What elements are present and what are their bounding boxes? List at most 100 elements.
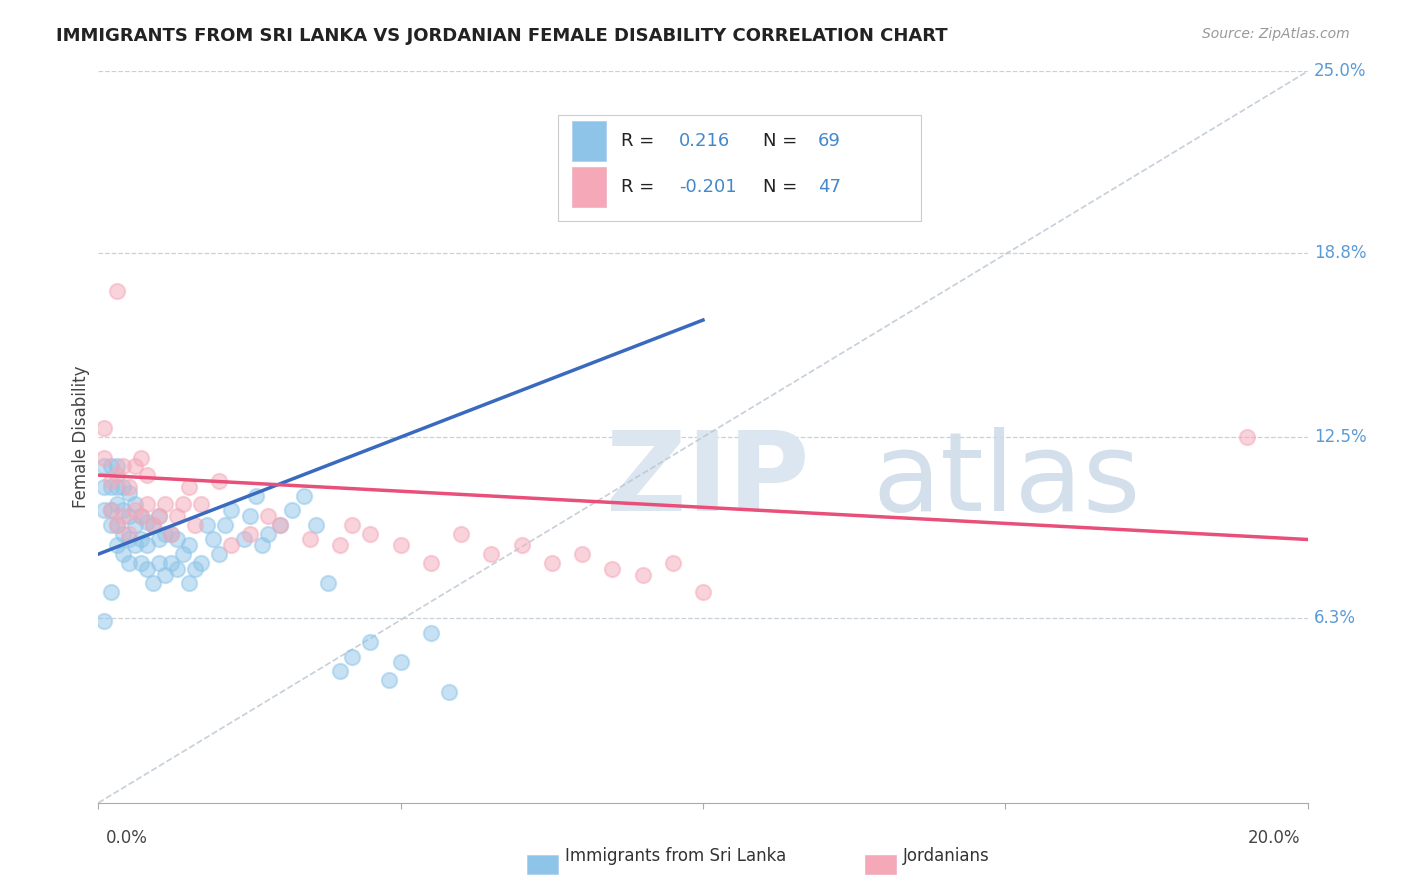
Point [481, 547, 503, 561]
Point [214, 517, 236, 532]
Point [245, 489, 267, 503]
Point [105, 517, 128, 532]
Point [105, 480, 128, 494]
Text: IMMIGRANTS FROM SRI LANKA VS JORDANIAN FEMALE DISABILITY CORRELATION CHART: IMMIGRANTS FROM SRI LANKA VS JORDANIAN F… [56, 27, 948, 45]
Point [166, 533, 188, 547]
Point [179, 538, 201, 552]
Point [179, 480, 201, 494]
Point [111, 547, 134, 561]
Point [208, 547, 231, 561]
Point [195, 517, 218, 532]
Point [269, 517, 291, 532]
Point [329, 664, 352, 678]
Point [153, 526, 176, 541]
Point [93, 450, 115, 465]
Point [190, 497, 212, 511]
Point [389, 656, 412, 670]
Point [281, 503, 304, 517]
Point [420, 626, 443, 640]
Point [184, 517, 207, 532]
Point [124, 497, 146, 511]
Point [179, 576, 201, 591]
Text: 25.0%: 25.0% [1313, 62, 1367, 80]
Point [118, 526, 141, 541]
Point [166, 562, 188, 576]
Point [100, 517, 122, 532]
Point [661, 556, 683, 570]
Text: ZIP: ZIP [606, 427, 810, 534]
Point [202, 533, 225, 547]
Point [118, 556, 141, 570]
Point [437, 684, 460, 698]
Point [118, 533, 141, 547]
Text: 18.8%: 18.8% [1313, 244, 1367, 261]
Point [135, 468, 157, 483]
Point [93, 421, 115, 435]
Point [111, 459, 134, 474]
Text: 12.5%: 12.5% [1313, 428, 1367, 446]
Point [299, 533, 322, 547]
Point [111, 526, 134, 541]
Point [316, 576, 339, 591]
Text: atlas: atlas [872, 427, 1140, 534]
Point [148, 556, 170, 570]
Point [510, 538, 533, 552]
Point [118, 509, 141, 524]
Point [129, 509, 152, 524]
Point [160, 526, 183, 541]
FancyBboxPatch shape [572, 120, 606, 161]
Point [129, 533, 152, 547]
Point [105, 497, 128, 511]
Point [124, 503, 146, 517]
Point [389, 538, 412, 552]
Point [111, 503, 134, 517]
Text: N =: N = [763, 178, 803, 196]
Point [124, 517, 146, 532]
Point [602, 562, 624, 576]
Point [148, 509, 170, 524]
Point [124, 538, 146, 552]
Point [105, 459, 128, 474]
Text: R =: R = [621, 178, 659, 196]
Point [129, 509, 152, 524]
Point [100, 503, 122, 517]
FancyBboxPatch shape [572, 167, 606, 207]
Point [292, 489, 315, 503]
Point [111, 480, 134, 494]
Point [100, 480, 122, 494]
Point [153, 497, 176, 511]
Point [148, 533, 170, 547]
Point [100, 459, 122, 474]
Point [93, 503, 115, 517]
Point [342, 649, 364, 664]
Point [142, 576, 165, 591]
Point [329, 538, 352, 552]
Text: 20.0%: 20.0% [1249, 829, 1301, 847]
Text: 69: 69 [818, 132, 841, 150]
Point [142, 517, 165, 532]
Point [153, 567, 176, 582]
Point [256, 509, 278, 524]
Point [190, 556, 212, 570]
Text: -0.201: -0.201 [679, 178, 737, 196]
Text: 0.0%: 0.0% [105, 829, 148, 847]
Point [166, 509, 188, 524]
Point [631, 567, 654, 582]
Point [118, 485, 141, 500]
Text: R =: R = [621, 132, 659, 150]
Point [360, 526, 382, 541]
Text: 0.216: 0.216 [679, 132, 730, 150]
Point [160, 556, 183, 570]
Point [111, 509, 134, 524]
Point [93, 459, 115, 474]
Point [420, 556, 443, 570]
Point [208, 474, 231, 488]
Point [148, 509, 170, 524]
Point [135, 562, 157, 576]
Point [105, 284, 128, 298]
Point [305, 517, 328, 532]
Point [239, 526, 262, 541]
Point [135, 515, 157, 529]
Point [160, 526, 183, 541]
Point [100, 585, 122, 599]
